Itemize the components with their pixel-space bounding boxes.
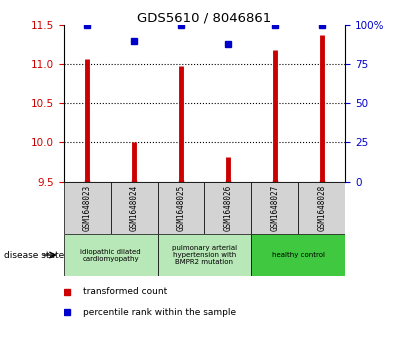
Text: idiopathic dilated
cardiomyopathy: idiopathic dilated cardiomyopathy bbox=[80, 249, 141, 261]
Text: pulmonary arterial
hypertension with
BMPR2 mutation: pulmonary arterial hypertension with BMP… bbox=[172, 245, 237, 265]
Title: GDS5610 / 8046861: GDS5610 / 8046861 bbox=[137, 11, 272, 24]
Bar bbox=[64, 234, 157, 276]
Text: percentile rank within the sample: percentile rank within the sample bbox=[83, 308, 237, 317]
Text: GSM1648026: GSM1648026 bbox=[224, 185, 233, 231]
Bar bbox=[157, 234, 252, 276]
Bar bbox=[64, 182, 111, 234]
Bar bbox=[252, 234, 345, 276]
Text: transformed count: transformed count bbox=[83, 287, 168, 296]
Bar bbox=[298, 182, 345, 234]
Bar bbox=[205, 182, 252, 234]
Text: GSM1648025: GSM1648025 bbox=[176, 185, 185, 231]
Text: GSM1648024: GSM1648024 bbox=[129, 185, 139, 231]
Bar bbox=[252, 182, 298, 234]
Text: GSM1648023: GSM1648023 bbox=[83, 185, 92, 231]
Bar bbox=[111, 182, 157, 234]
Text: healthy control: healthy control bbox=[272, 252, 325, 258]
Bar bbox=[157, 182, 205, 234]
Text: GSM1648027: GSM1648027 bbox=[270, 185, 279, 231]
Text: disease state: disease state bbox=[4, 250, 65, 260]
Text: GSM1648028: GSM1648028 bbox=[317, 185, 326, 231]
